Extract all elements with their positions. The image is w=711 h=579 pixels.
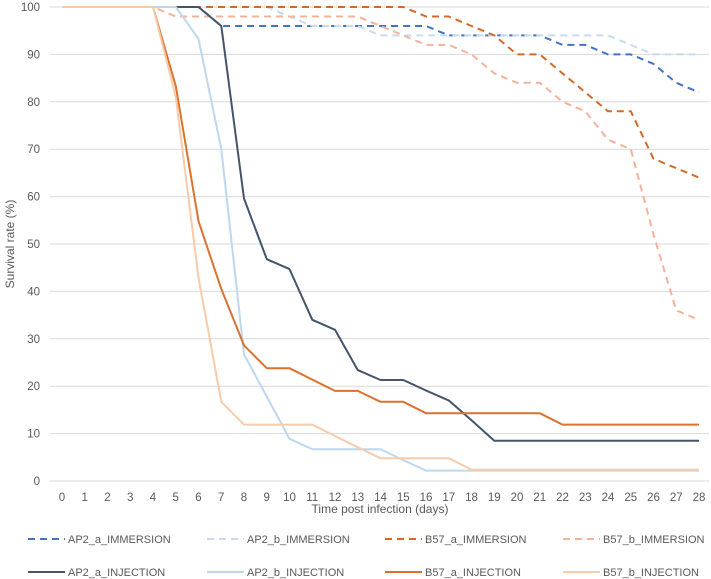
y-tick-label: 90 bbox=[27, 49, 40, 61]
series-line-b57-a-injection bbox=[62, 6, 699, 426]
legend-item: B57_b_INJECTION bbox=[563, 567, 699, 579]
legend-label: B57_b_INJECTION bbox=[603, 567, 699, 579]
legend-item: B57_a_INJECTION bbox=[385, 567, 521, 579]
x-tick-label: 9 bbox=[264, 492, 270, 504]
x-tick-label: 8 bbox=[241, 492, 247, 504]
x-tick-label: 0 bbox=[59, 492, 65, 504]
series-line-ap2-b-immersion bbox=[62, 6, 699, 56]
series-lines bbox=[62, 6, 700, 472]
legend-item: B57_a_IMMERSION bbox=[385, 534, 527, 546]
x-tick-label: 27 bbox=[670, 492, 683, 504]
x-tick-label: 22 bbox=[556, 492, 569, 504]
series-line-ap2-a-injection bbox=[62, 6, 699, 442]
y-tick-label: 60 bbox=[27, 192, 40, 204]
legend-label: AP2_a_IMMERSION bbox=[68, 534, 171, 546]
x-tick-label: 16 bbox=[420, 492, 433, 504]
x-tick-label: 3 bbox=[127, 492, 133, 504]
legend: AP2_a_IMMERSION AP2_b_IMMERSION B57_a_IMME… bbox=[28, 534, 705, 579]
x-tick-label: 20 bbox=[511, 492, 524, 504]
y-tick-label: 20 bbox=[27, 381, 40, 393]
legend-label: AP2_a_INJECTION bbox=[68, 567, 165, 579]
x-tick-label: 7 bbox=[218, 492, 224, 504]
x-tick-label: 11 bbox=[306, 492, 318, 504]
gridlines bbox=[50, 6, 709, 482]
series-line-b57-b-injection bbox=[62, 6, 699, 471]
legend-item: AP2_a_INJECTION bbox=[28, 567, 165, 579]
y-tick-label: 30 bbox=[27, 334, 40, 346]
y-tick-label: 50 bbox=[27, 239, 40, 251]
legend-label: B57_a_IMMERSION bbox=[425, 534, 527, 546]
x-tick-label: 1 bbox=[82, 492, 88, 504]
series-line-ap2-a-immersion bbox=[62, 6, 700, 94]
y-tick-label: 40 bbox=[27, 286, 40, 298]
x-axis-ticks: 0 1 2 3 4 5 6 7 8 9 10 11 12 13 14 15 16 17 18 19 20 21 22 23 24… bbox=[59, 492, 706, 504]
x-tick-label: 21 bbox=[533, 492, 546, 504]
legend-item: AP2_b_INJECTION bbox=[207, 567, 344, 579]
x-tick-label: 19 bbox=[488, 492, 501, 504]
y-tick-label: 0 bbox=[34, 476, 40, 488]
y-tick-label: 80 bbox=[27, 97, 40, 109]
x-tick-label: 12 bbox=[329, 492, 342, 504]
x-tick-label: 15 bbox=[397, 492, 410, 504]
x-tick-label: 25 bbox=[624, 492, 637, 504]
legend-label: B57_a_INJECTION bbox=[425, 567, 521, 579]
x-tick-label: 10 bbox=[283, 492, 296, 504]
legend-item: AP2_b_IMMERSION bbox=[207, 534, 350, 546]
series-line-b57-a-immersion bbox=[62, 6, 700, 179]
x-tick-label: 4 bbox=[150, 492, 157, 504]
x-tick-label: 23 bbox=[579, 492, 592, 504]
x-tick-label: 28 bbox=[693, 492, 706, 504]
legend-item: B57_b_IMMERSION bbox=[563, 534, 705, 546]
y-axis-ticks: 0 10 20 30 40 50 60 70 80 90 100 bbox=[21, 2, 40, 488]
legend-label: AP2_b_IMMERSION bbox=[247, 534, 350, 546]
x-tick-label: 17 bbox=[442, 492, 455, 504]
legend-label: B57_b_IMMERSION bbox=[603, 534, 705, 546]
x-tick-label: 24 bbox=[602, 492, 615, 504]
y-axis-title: Survival rate (%) bbox=[3, 200, 17, 289]
x-tick-label: 13 bbox=[351, 492, 364, 504]
y-tick-label: 100 bbox=[21, 2, 40, 14]
x-tick-label: 26 bbox=[647, 492, 660, 504]
x-tick-label: 2 bbox=[104, 492, 110, 504]
x-tick-label: 14 bbox=[374, 492, 387, 504]
legend-item: AP2_a_IMMERSION bbox=[28, 534, 171, 546]
legend-label: AP2_b_INJECTION bbox=[247, 567, 344, 579]
y-tick-label: 10 bbox=[27, 429, 40, 441]
y-tick-label: 70 bbox=[27, 144, 40, 156]
x-axis-title: Time post infection (days) bbox=[312, 502, 449, 516]
x-tick-label: 18 bbox=[465, 492, 478, 504]
x-tick-label: 6 bbox=[195, 492, 201, 504]
x-tick-label: 5 bbox=[173, 492, 179, 504]
